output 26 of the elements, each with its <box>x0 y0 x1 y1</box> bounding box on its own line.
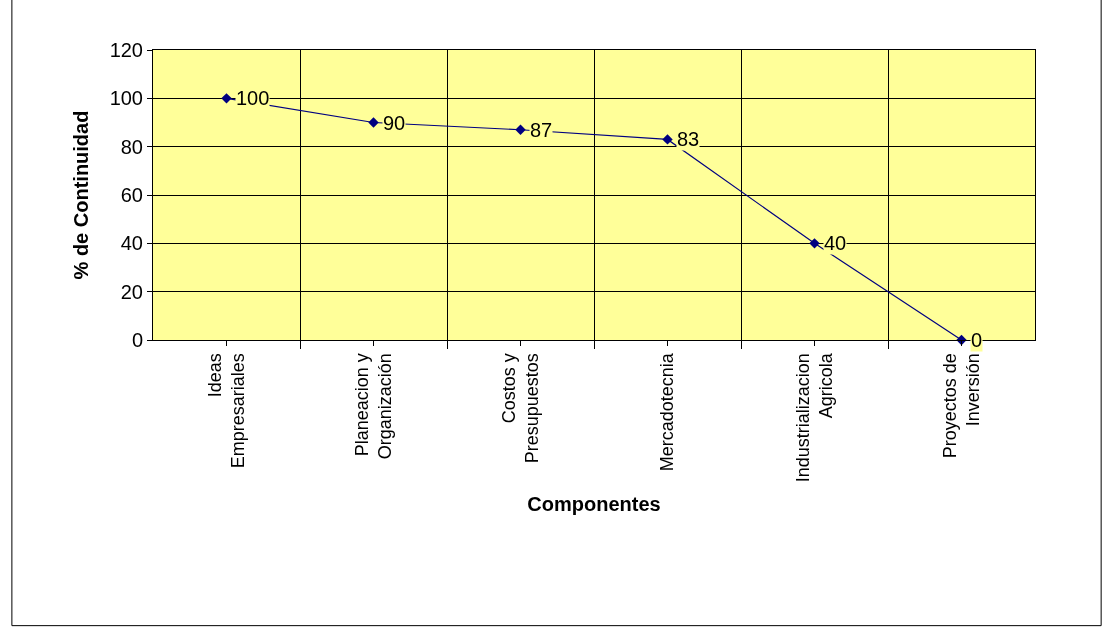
data-label: 87 <box>530 119 553 141</box>
point <box>368 117 379 128</box>
y-tick-label: 120 <box>109 39 143 61</box>
data-label: 83 <box>677 128 700 150</box>
y-tick-label: 0 <box>131 329 143 351</box>
x-tick-label: Planeacion y Organización <box>351 353 396 460</box>
y-axis-title: % de Continuidad <box>70 110 93 280</box>
x-axis-title: Componentes <box>527 492 661 515</box>
y-tick-label: 40 <box>120 232 143 255</box>
point <box>221 93 232 104</box>
x-tick-label: Industrializacion Agricola <box>792 352 837 483</box>
y-tick-label: 100 <box>109 87 143 110</box>
point <box>515 124 526 135</box>
point <box>662 134 673 145</box>
y-tick-label: 60 <box>120 184 143 206</box>
point <box>809 238 820 249</box>
y-tick-label: 80 <box>120 135 143 158</box>
x-tick-label: Ideas Empresariales <box>204 353 249 469</box>
x-tick-label: Proyectos de Inversión <box>939 353 984 459</box>
data-label: 40 <box>824 232 847 254</box>
y-tick-label: 20 <box>120 280 143 303</box>
data-label: 0 <box>971 329 983 351</box>
data-label: 100 <box>236 87 270 109</box>
data-label: 90 <box>383 112 406 134</box>
x-tick-label: Mercadotecnia <box>657 352 678 472</box>
x-tick-label: Costos y Presupuestos <box>498 353 543 464</box>
